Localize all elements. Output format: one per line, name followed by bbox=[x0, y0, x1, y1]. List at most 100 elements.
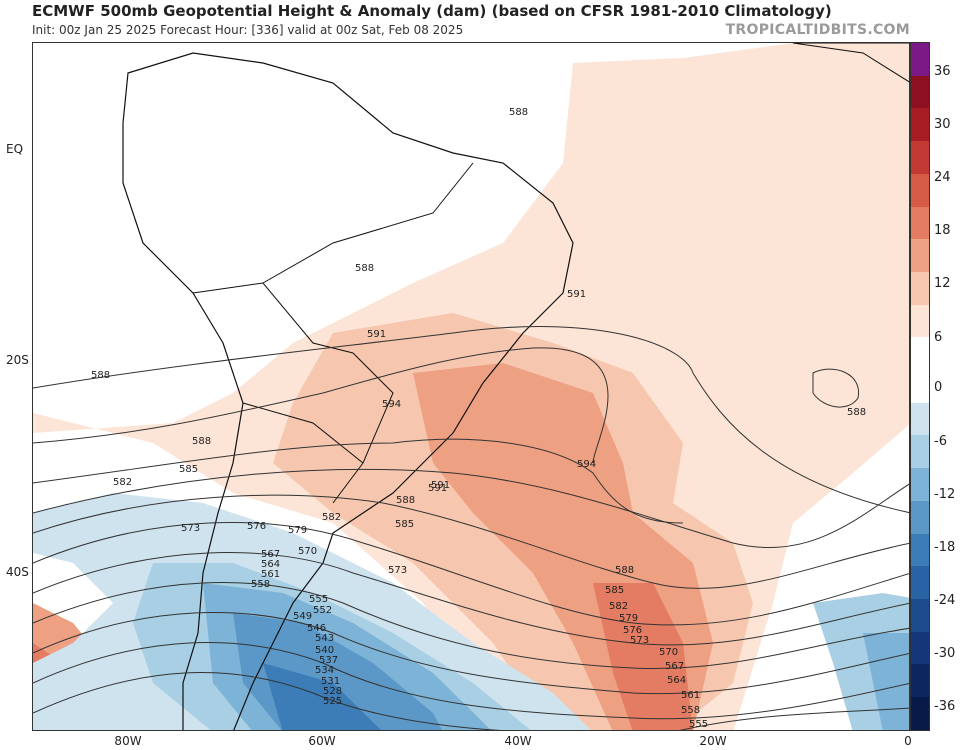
contour-label: 558 bbox=[681, 705, 700, 716]
colorbar-label: -24 bbox=[934, 593, 956, 608]
colorbar-segment bbox=[911, 598, 929, 632]
contour-label: 594 bbox=[577, 459, 596, 470]
colorbar-segment bbox=[911, 206, 929, 240]
colorbar-segment bbox=[911, 435, 929, 469]
colorbar-label: 36 bbox=[934, 64, 951, 79]
colorbar-segment bbox=[911, 239, 929, 272]
colorbar-segment bbox=[911, 108, 929, 142]
contour-label: 582 bbox=[113, 477, 132, 488]
contour-label: 582 bbox=[609, 601, 628, 612]
contour-label: 588 bbox=[91, 370, 110, 381]
contour-label: 588 bbox=[615, 565, 634, 576]
lat-label-eq: EQ bbox=[6, 142, 24, 156]
colorbar-segment bbox=[911, 664, 929, 698]
contour-label: 588 bbox=[509, 107, 528, 118]
contour-label: 531 bbox=[321, 676, 340, 687]
contour-label: 594 bbox=[382, 399, 401, 410]
colorbar-label: 30 bbox=[934, 117, 951, 132]
contour-label: 561 bbox=[261, 569, 280, 580]
contour-label: 543 bbox=[315, 633, 334, 644]
contour-label: 591 bbox=[567, 289, 586, 300]
chart-subtitle: Init: 00z Jan 25 2025 Forecast Hour: [33… bbox=[32, 23, 464, 37]
colorbar-segment bbox=[911, 304, 929, 338]
colorbar-segment bbox=[911, 468, 929, 501]
contour-label: 558 bbox=[251, 579, 270, 590]
contour-label: 585 bbox=[605, 585, 624, 596]
colorbar-segment bbox=[911, 337, 929, 371]
colorbar-label: 0 bbox=[934, 380, 943, 395]
colorbar-label: 18 bbox=[934, 223, 951, 238]
contour-label: 561 bbox=[681, 690, 700, 701]
colorbar bbox=[910, 42, 930, 731]
country-border bbox=[242, 402, 364, 464]
contour-label: 585 bbox=[179, 464, 198, 475]
colorbar-segment bbox=[911, 75, 929, 109]
contour-label: 588 bbox=[396, 495, 415, 506]
contour-label: 591 bbox=[431, 480, 450, 491]
contour-label: 564 bbox=[261, 559, 280, 570]
colorbar-segment bbox=[911, 370, 929, 403]
colorbar-segment bbox=[911, 173, 929, 207]
colorbar-segment bbox=[911, 500, 929, 534]
africa-outline bbox=[792, 43, 909, 83]
colorbar-segment bbox=[911, 43, 929, 76]
contour-label: 582 bbox=[322, 512, 341, 523]
lon-label-80w: 80W bbox=[114, 734, 142, 748]
lon-label-60w: 60W bbox=[308, 734, 336, 748]
contour-label: 573 bbox=[181, 523, 200, 534]
map-svg: 588 588 591 591 594 594 588 588 585 582 … bbox=[33, 43, 909, 730]
colorbar-label: -18 bbox=[934, 540, 956, 555]
colorbar-label: -36 bbox=[934, 699, 956, 714]
contour-label: 567 bbox=[665, 661, 684, 672]
contour-label: 579 bbox=[619, 613, 638, 624]
colorbar-label: -12 bbox=[934, 487, 956, 502]
colorbar-label: 24 bbox=[934, 170, 951, 185]
colorbar-segment bbox=[911, 402, 929, 436]
contour-label: 573 bbox=[630, 635, 649, 646]
lon-label-0: 0 bbox=[904, 734, 912, 748]
negative-anomaly-se-core bbox=[863, 633, 909, 730]
contour-label: 525 bbox=[323, 696, 342, 707]
contour-label: 564 bbox=[667, 675, 686, 686]
colorbar-label: -30 bbox=[934, 646, 956, 661]
contour-label: 549 bbox=[293, 611, 312, 622]
south-america-outline bbox=[122, 52, 574, 730]
contour-label: 588 bbox=[192, 436, 211, 447]
contour-label: 546 bbox=[307, 623, 326, 634]
contour-label: 540 bbox=[315, 645, 334, 656]
site-credit: TROPICALTIDBITS.COM bbox=[725, 22, 910, 38]
contour-label: 576 bbox=[247, 521, 266, 532]
contour-label: 570 bbox=[298, 546, 317, 557]
contour-label: 552 bbox=[313, 605, 332, 616]
contour-label: 579 bbox=[288, 525, 307, 536]
map-panel: 588 588 591 591 594 594 588 588 585 582 … bbox=[32, 42, 910, 731]
colorbar-segment bbox=[911, 533, 929, 567]
contour-label: 573 bbox=[388, 565, 407, 576]
colorbar-segment bbox=[911, 697, 929, 730]
contour-label: 585 bbox=[395, 519, 414, 530]
lat-label-20s: 20S bbox=[6, 353, 29, 367]
contour-label: 588 bbox=[847, 407, 866, 418]
colorbar-label: -6 bbox=[934, 434, 947, 449]
colorbar-label: 6 bbox=[934, 330, 943, 345]
contour-label: 591 bbox=[428, 483, 447, 494]
country-border bbox=[262, 162, 474, 284]
colorbar-segment bbox=[911, 631, 929, 665]
colorbar-segment bbox=[911, 271, 929, 305]
contour-label: 570 bbox=[659, 647, 678, 658]
colorbar-label: 12 bbox=[934, 276, 951, 291]
lon-label-20w: 20W bbox=[699, 734, 727, 748]
contour-label: 537 bbox=[319, 655, 338, 666]
colorbar-segment bbox=[911, 141, 929, 174]
colorbar-segment bbox=[911, 566, 929, 599]
contour-label: 534 bbox=[315, 665, 334, 676]
lon-label-40w: 40W bbox=[504, 734, 532, 748]
contour-label: 588 bbox=[355, 263, 374, 274]
contour-label: 528 bbox=[323, 686, 342, 697]
contour-label: 567 bbox=[261, 549, 280, 560]
contour-label: 555 bbox=[309, 594, 328, 605]
chart-title: ECMWF 500mb Geopotential Height & Anomal… bbox=[32, 2, 832, 20]
contour-label: 555 bbox=[689, 719, 708, 730]
contour-label: 591 bbox=[367, 329, 386, 340]
lat-label-40s: 40S bbox=[6, 565, 29, 579]
